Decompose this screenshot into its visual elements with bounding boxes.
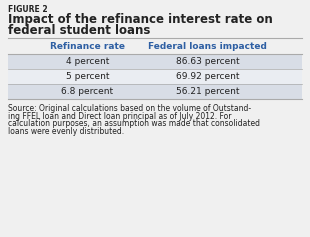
Text: Impact of the refinance interest rate on: Impact of the refinance interest rate on [8, 13, 273, 26]
Text: 86.63 percent: 86.63 percent [176, 57, 240, 66]
Text: 6.8 percent: 6.8 percent [61, 87, 113, 96]
Text: 69.92 percent: 69.92 percent [176, 72, 240, 81]
Text: federal student loans: federal student loans [8, 24, 150, 37]
Bar [8, 38, 302, 54]
Text: Refinance rate: Refinance rate [50, 41, 125, 50]
Text: calculation purposes, an assumption was made that consolidated: calculation purposes, an assumption was … [8, 119, 260, 128]
Text: Source: Original calculations based on the volume of Outstand-: Source: Original calculations based on t… [8, 104, 251, 113]
Text: 4 percent: 4 percent [66, 57, 109, 66]
Text: FIGURE 2: FIGURE 2 [8, 5, 48, 14]
Text: 5 percent: 5 percent [66, 72, 109, 81]
Text: Federal loans impacted: Federal loans impacted [148, 41, 267, 50]
Bar [8, 54, 302, 69]
Text: 56.21 percent: 56.21 percent [176, 87, 240, 96]
Bar [8, 84, 302, 99]
Text: loans were evenly distributed.: loans were evenly distributed. [8, 127, 124, 136]
Text: ing FFEL loan and Direct loan principal as of July 2012. For: ing FFEL loan and Direct loan principal … [8, 111, 232, 120]
Bar [8, 69, 302, 84]
